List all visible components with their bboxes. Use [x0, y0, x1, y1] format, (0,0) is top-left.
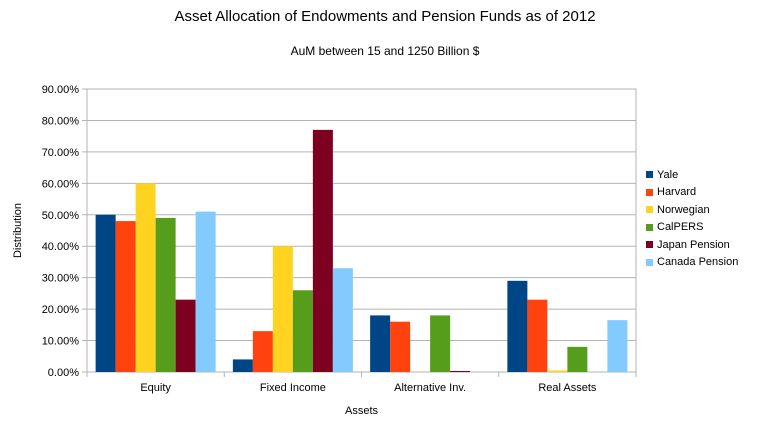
bar-yale — [507, 280, 528, 372]
legend-item: Yale — [646, 166, 738, 184]
y-tick-label: 40.00% — [42, 241, 80, 253]
y-tick-label: 60.00% — [42, 178, 80, 190]
legend-label: Canada Pension — [657, 256, 739, 269]
bar-norwegian — [547, 370, 568, 372]
legend-item: Japan Pension — [646, 236, 738, 254]
bar-calpers — [292, 290, 313, 372]
bar-japan-pension — [175, 299, 196, 372]
bar-calpers — [430, 315, 451, 372]
legend-item: CalPERS — [646, 219, 738, 237]
legend-item: Harvard — [646, 184, 738, 202]
bar-harvard — [252, 331, 273, 372]
legend-swatch — [646, 188, 653, 196]
bar-harvard — [390, 321, 411, 372]
bar-harvard — [527, 299, 548, 372]
legend-label: Japan Pension — [657, 238, 730, 251]
y-axis-label: Distribution — [12, 203, 24, 258]
bar-canada-pension — [607, 320, 628, 372]
legend-swatch — [646, 258, 653, 266]
bar-yale — [95, 214, 116, 372]
legend-label: CalPERS — [657, 221, 704, 234]
y-tick-label: 70.00% — [42, 147, 80, 159]
chart-subtitle: AuM between 15 and 1250 Billion $ — [290, 44, 480, 58]
x-axis-label: Assets — [345, 405, 379, 417]
bar-yale — [232, 359, 253, 372]
legend: Yale Harvard Norwegian CalPERS Japan Pension… — [646, 166, 738, 271]
y-tick-label: 10.00% — [42, 336, 80, 348]
chart-title: Asset Allocation of Endowments and Pensi… — [174, 8, 596, 25]
legend-label: Harvard — [657, 186, 697, 199]
x-tick-label: Alternative Inv. — [394, 382, 466, 394]
bar-canada-pension — [195, 211, 216, 372]
x-tick-label: Real Assets — [538, 382, 597, 394]
legend-item: Canada Pension — [646, 254, 738, 272]
bar-norwegian — [135, 183, 156, 372]
bar-japan-pension — [450, 371, 471, 372]
y-tick-label: 50.00% — [42, 210, 80, 222]
y-tick-label: 0.00% — [48, 367, 79, 379]
y-tick-label: 30.00% — [42, 273, 80, 285]
legend-swatch — [646, 223, 653, 231]
bar-harvard — [115, 221, 136, 372]
legend-swatch — [646, 171, 653, 179]
bar-calpers — [567, 346, 588, 372]
x-tick-label: Fixed Income — [260, 382, 326, 394]
legend-swatch — [646, 206, 653, 214]
legend-item: Norwegian — [646, 201, 738, 219]
legend-swatch — [646, 241, 653, 249]
y-tick-label: 80.00% — [42, 115, 80, 127]
legend-label: Norwegian — [657, 203, 710, 216]
bar-yale — [370, 315, 391, 372]
y-tick-label: 90.00% — [42, 84, 80, 96]
bar-norwegian — [272, 246, 293, 372]
bar-japan-pension — [312, 129, 333, 372]
legend-label: Yale — [657, 168, 679, 181]
y-tick-label: 20.00% — [42, 304, 80, 316]
bar-canada-pension — [332, 268, 353, 372]
bar-calpers — [155, 217, 176, 372]
x-tick-label: Equity — [140, 382, 171, 394]
